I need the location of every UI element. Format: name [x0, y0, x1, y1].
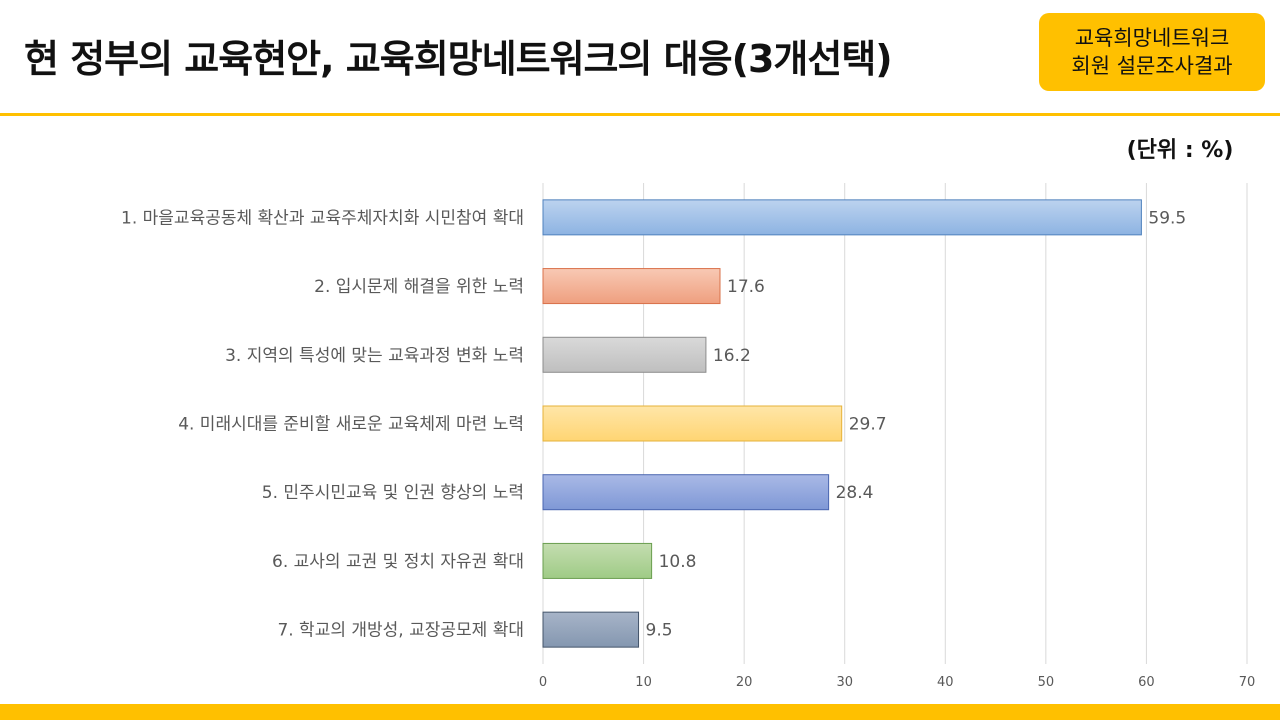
- value-label-1: 59.5: [1148, 208, 1186, 228]
- value-label-2: 17.6: [727, 277, 765, 297]
- x-tick-label: 50: [1038, 675, 1055, 690]
- x-tick-label: 10: [635, 675, 652, 690]
- unit-label: (단위 : %): [1126, 138, 1234, 163]
- bar-chart: 0 10 20 30 40 50 60 70 59.5 1. 마을교육공동체 확산과 교육주체자치…: [121, 183, 1255, 690]
- x-tick-label: 20: [736, 675, 753, 690]
- value-label-5: 28.4: [836, 483, 874, 503]
- x-tick-label: 60: [1138, 675, 1155, 690]
- bar-6: [542, 542, 653, 579]
- category-label-7: 7. 학교의 개방성, 교장공모제 확대: [277, 621, 524, 641]
- grid-lines: [542, 183, 1248, 664]
- bar-3: [542, 336, 707, 373]
- labels: 0 10 20 30 40 50 60 70 59.5 1. 마을교육공동체 확산과 교육주체자치…: [121, 208, 1255, 690]
- x-tick-label: 30: [836, 675, 853, 690]
- category-label-3: 3. 지역의 특성에 맞는 교육과정 변화 노력: [225, 346, 524, 366]
- category-label-2: 2. 입시문제 해결을 위한 노력: [314, 277, 524, 297]
- bar-5: [542, 474, 830, 511]
- bar-1: [542, 199, 1142, 236]
- footer-bar: [0, 704, 1280, 720]
- category-label-6: 6. 교사의 교권 및 정치 자유권 확대: [272, 552, 524, 572]
- badge-line-2: 회원 설문조사결과: [1071, 54, 1233, 78]
- bar-4: [542, 405, 843, 442]
- category-label-1: 1. 마을교육공동체 확산과 교육주체자치화 시민참여 확대: [121, 208, 524, 228]
- value-label-6: 10.8: [659, 552, 697, 572]
- value-label-4: 29.7: [849, 415, 887, 435]
- category-label-4: 4. 미래시대를 준비할 새로운 교육체제 마련 노력: [178, 415, 524, 435]
- x-tick-label: 40: [937, 675, 954, 690]
- value-label-3: 16.2: [713, 346, 751, 366]
- value-label-7: 9.5: [646, 621, 673, 641]
- x-tick-label: 0: [539, 675, 547, 690]
- header-divider: [0, 113, 1280, 116]
- bar-7: [542, 611, 640, 648]
- bars: [542, 199, 1142, 648]
- badge-line-1: 교육희망네트워크: [1074, 26, 1230, 50]
- x-tick-label: 70: [1239, 675, 1256, 690]
- page-title: 현 정부의 교육현안, 교육희망네트워크의 대응(3개선택): [24, 37, 893, 81]
- survey-badge: 교육희망네트워크 회원 설문조사결과: [1039, 13, 1265, 91]
- bar-2: [542, 268, 721, 305]
- category-label-5: 5. 민주시민교육 및 인권 향상의 노력: [262, 483, 524, 503]
